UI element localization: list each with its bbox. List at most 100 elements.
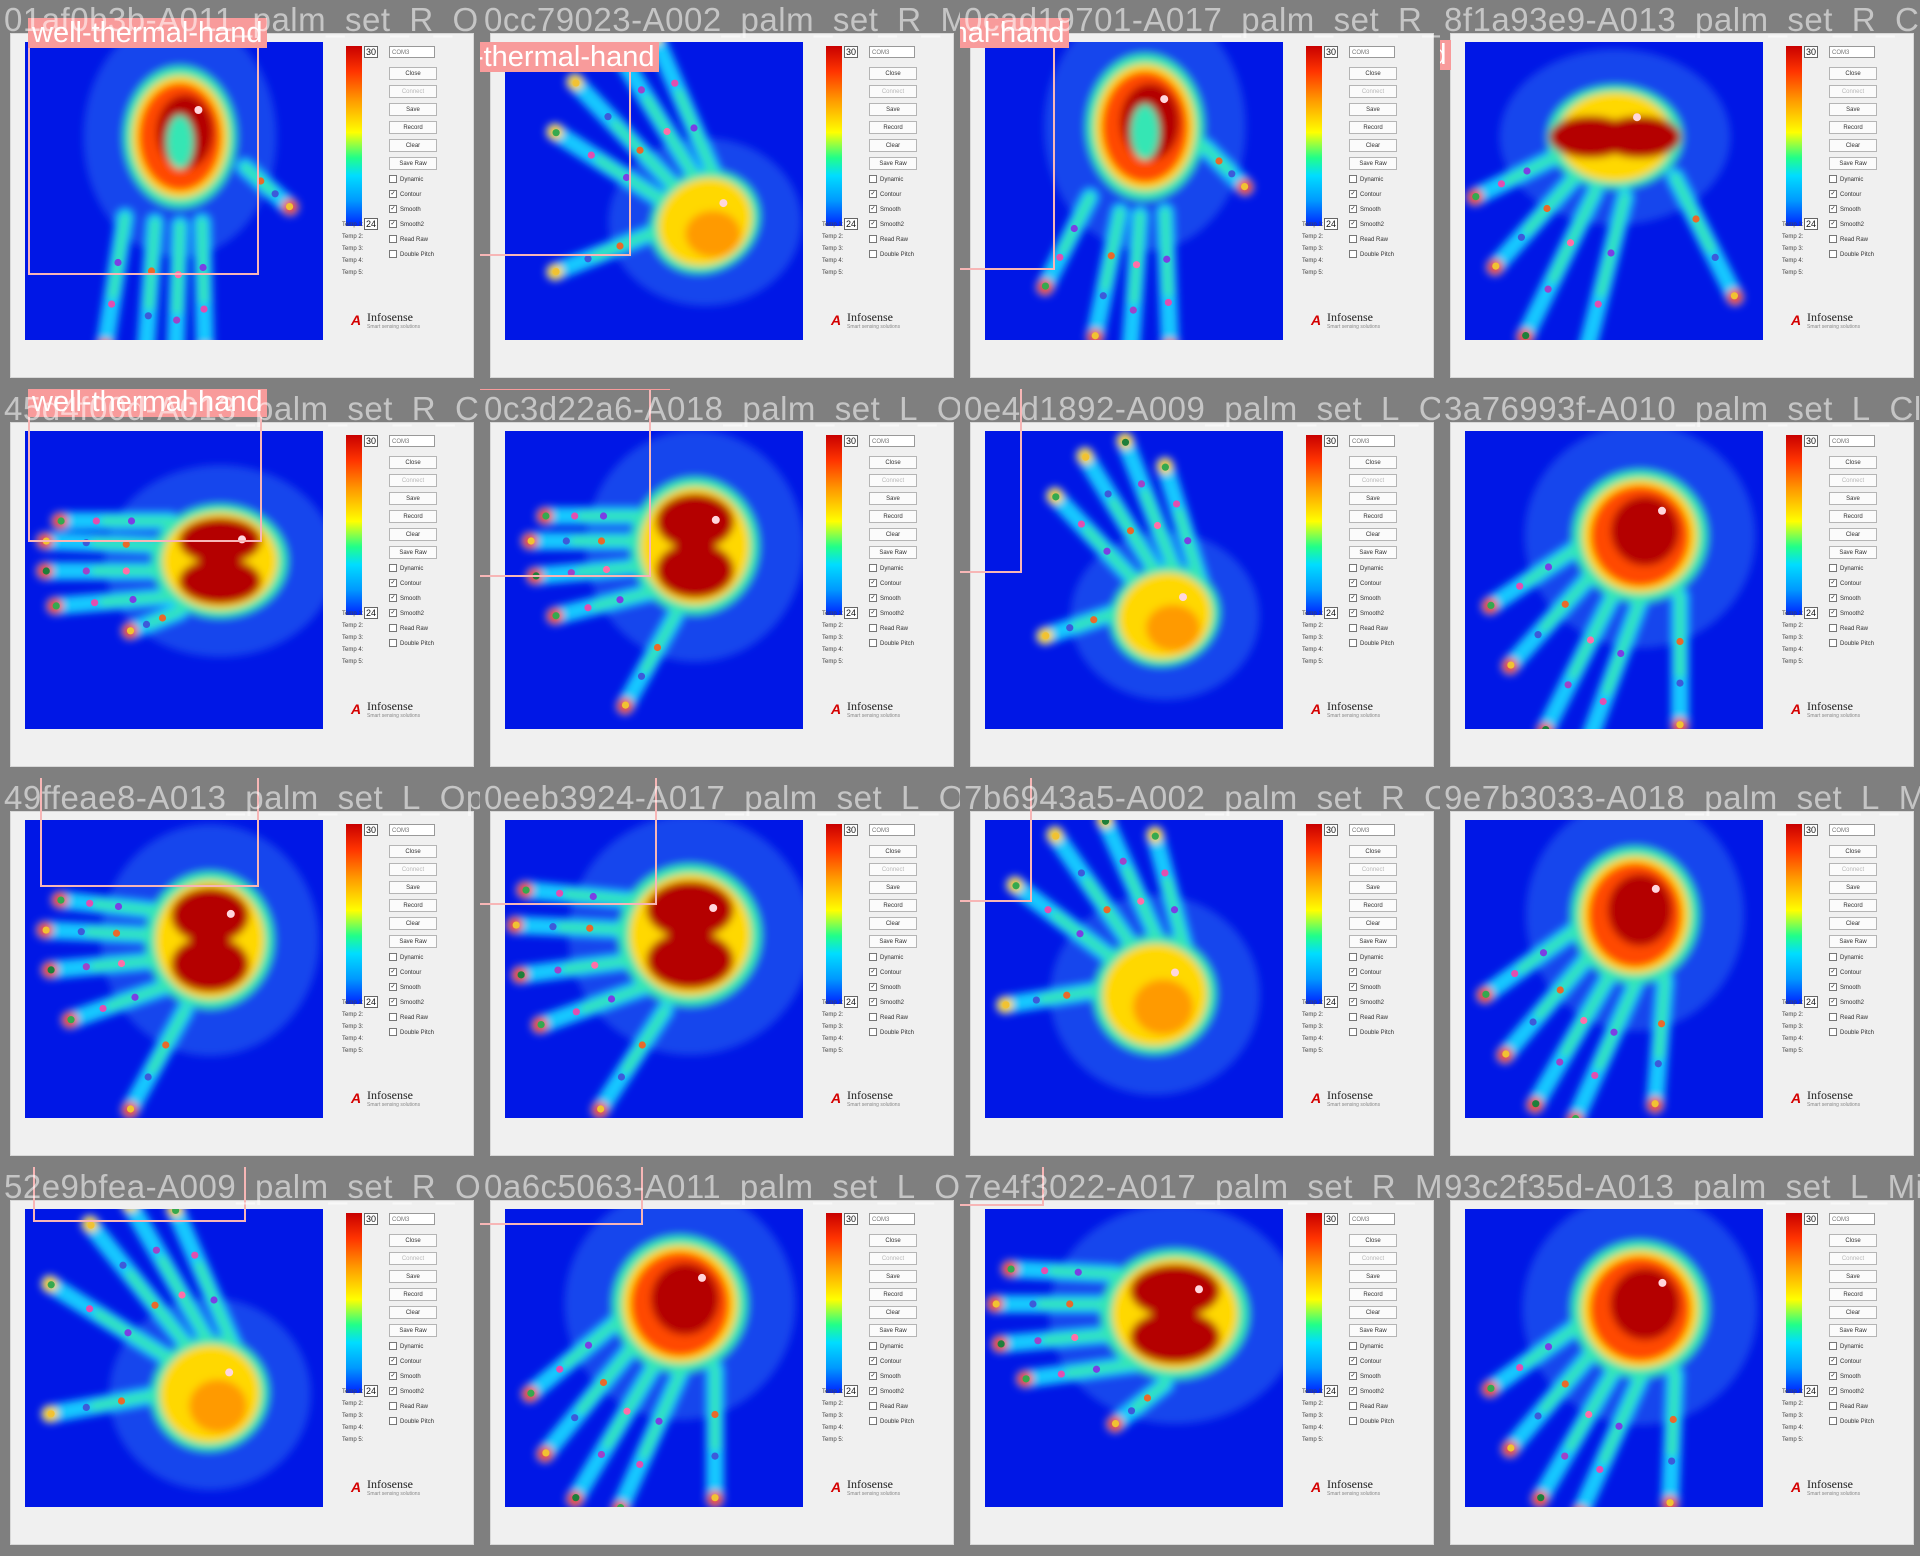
smooth2-option[interactable]: ✓ Smooth2 — [869, 1387, 904, 1397]
clear-button[interactable]: Clear — [1349, 528, 1397, 541]
checkbox-icon[interactable]: ✓ — [1829, 609, 1837, 618]
clear-button[interactable]: Clear — [1349, 917, 1397, 930]
checkbox-icon[interactable] — [1349, 175, 1357, 184]
checkbox-icon[interactable]: ✓ — [1349, 205, 1357, 214]
checkbox-icon[interactable] — [869, 175, 877, 184]
connect-button[interactable]: Connect — [869, 1252, 917, 1265]
connect-button[interactable]: Connect — [389, 863, 437, 876]
connect-button[interactable]: Connect — [1349, 474, 1397, 487]
grid-tile[interactable]: 8f1a93e9-A013_palm_set_R_Closed.jpg 30 2… — [1440, 0, 1920, 389]
scale-max-value[interactable]: 30 — [844, 824, 859, 836]
read-raw-option[interactable]: Read Raw — [1349, 624, 1388, 634]
checkbox-icon[interactable] — [869, 1013, 877, 1022]
scale-max-value[interactable]: 30 — [1804, 46, 1819, 58]
checkbox-icon[interactable]: ✓ — [869, 220, 877, 229]
smooth-option[interactable]: ✓ Smooth — [869, 205, 901, 215]
port-select[interactable]: COM3 — [1829, 1213, 1875, 1225]
smooth2-option[interactable]: ✓ Smooth2 — [1349, 609, 1384, 619]
scale-min-value[interactable]: 24 — [364, 607, 379, 619]
close-button[interactable]: Close — [1349, 1234, 1397, 1247]
grid-tile[interactable]: 9e7b3033-A018_palm_set_L_Mid.jpg 30 24 C… — [1440, 778, 1920, 1167]
close-button[interactable]: Close — [389, 845, 437, 858]
checkbox-icon[interactable]: ✓ — [869, 190, 877, 199]
clear-button[interactable]: Clear — [1349, 139, 1397, 152]
port-select[interactable]: COM3 — [1829, 824, 1875, 836]
checkbox-icon[interactable]: ✓ — [869, 609, 877, 618]
scale-max-value[interactable]: 30 — [1324, 824, 1339, 836]
read-raw-option[interactable]: Read Raw — [869, 235, 908, 245]
scale-max-value[interactable]: 30 — [1324, 435, 1339, 447]
scale-max-value[interactable]: 30 — [844, 46, 859, 58]
save-button[interactable]: Save — [389, 492, 437, 505]
scale-min-value[interactable]: 24 — [844, 607, 859, 619]
save-raw-button[interactable]: Save Raw — [869, 935, 917, 948]
contour-option[interactable]: ✓ Contour — [389, 968, 421, 978]
checkbox-icon[interactable]: ✓ — [1829, 968, 1837, 977]
smooth-option[interactable]: ✓ Smooth — [1349, 1372, 1381, 1382]
contour-option[interactable]: ✓ Contour — [389, 579, 421, 589]
scale-max-value[interactable]: 30 — [364, 46, 379, 58]
double-pitch-option[interactable]: Double Pitch — [1349, 1028, 1394, 1038]
close-button[interactable]: Close — [1829, 845, 1877, 858]
read-raw-option[interactable]: Read Raw — [389, 624, 428, 634]
scale-min-value[interactable]: 24 — [844, 1385, 859, 1397]
scale-min-value[interactable]: 24 — [1804, 607, 1819, 619]
checkbox-icon[interactable] — [1829, 1013, 1837, 1022]
save-button[interactable]: Save — [1829, 492, 1877, 505]
clear-button[interactable]: Clear — [1829, 1306, 1877, 1319]
port-select[interactable]: COM3 — [389, 435, 435, 447]
checkbox-icon[interactable]: ✓ — [1349, 579, 1357, 588]
checkbox-icon[interactable]: ✓ — [389, 983, 397, 992]
smooth-option[interactable]: ✓ Smooth — [389, 1372, 421, 1382]
checkbox-icon[interactable] — [869, 564, 877, 573]
checkbox-icon[interactable] — [389, 639, 397, 648]
checkbox-icon[interactable] — [1829, 1402, 1837, 1411]
smooth2-option[interactable]: ✓ Smooth2 — [1829, 998, 1864, 1008]
checkbox-icon[interactable] — [1349, 639, 1357, 648]
save-raw-button[interactable]: Save Raw — [389, 935, 437, 948]
double-pitch-option[interactable]: Double Pitch — [1349, 1417, 1394, 1427]
checkbox-icon[interactable]: ✓ — [869, 205, 877, 214]
checkbox-icon[interactable] — [389, 624, 397, 633]
grid-tile[interactable]: 0eeb3924-A017_palm_set_L_Open.jpg 30 24 … — [480, 778, 960, 1167]
read-raw-option[interactable]: Read Raw — [389, 1402, 428, 1412]
checkbox-icon[interactable] — [1829, 564, 1837, 573]
dynamic-option[interactable]: Dynamic — [1829, 564, 1863, 574]
checkbox-icon[interactable]: ✓ — [869, 1357, 877, 1366]
scale-min-value[interactable]: 24 — [364, 1385, 379, 1397]
dynamic-option[interactable]: Dynamic — [1829, 1342, 1863, 1352]
read-raw-option[interactable]: Read Raw — [1829, 1013, 1868, 1023]
scale-max-value[interactable]: 30 — [844, 1213, 859, 1225]
smooth-option[interactable]: ✓ Smooth — [1829, 983, 1861, 993]
checkbox-icon[interactable]: ✓ — [869, 594, 877, 603]
smooth-option[interactable]: ✓ Smooth — [869, 594, 901, 604]
read-raw-option[interactable]: Read Raw — [1349, 235, 1388, 245]
checkbox-icon[interactable]: ✓ — [1349, 1387, 1357, 1396]
port-select[interactable]: COM3 — [869, 46, 915, 58]
checkbox-icon[interactable] — [389, 953, 397, 962]
checkbox-icon[interactable] — [389, 175, 397, 184]
save-button[interactable]: Save — [1349, 881, 1397, 894]
connect-button[interactable]: Connect — [1829, 1252, 1877, 1265]
clear-button[interactable]: Clear — [869, 528, 917, 541]
checkbox-icon[interactable] — [869, 624, 877, 633]
smooth-option[interactable]: ✓ Smooth — [1829, 594, 1861, 604]
scale-max-value[interactable]: 30 — [1324, 46, 1339, 58]
scale-min-value[interactable]: 24 — [844, 218, 859, 230]
dynamic-option[interactable]: Dynamic — [1829, 175, 1863, 185]
save-button[interactable]: Save — [869, 103, 917, 116]
read-raw-option[interactable]: Read Raw — [869, 1013, 908, 1023]
dynamic-option[interactable]: Dynamic — [1349, 175, 1383, 185]
connect-button[interactable]: Connect — [1829, 85, 1877, 98]
contour-option[interactable]: ✓ Contour — [869, 579, 901, 589]
save-raw-button[interactable]: Save Raw — [1349, 157, 1397, 170]
record-button[interactable]: Record — [1349, 899, 1397, 912]
checkbox-icon[interactable]: ✓ — [389, 1357, 397, 1366]
smooth-option[interactable]: ✓ Smooth — [1349, 983, 1381, 993]
read-raw-option[interactable]: Read Raw — [1829, 235, 1868, 245]
smooth-option[interactable]: ✓ Smooth — [389, 594, 421, 604]
smooth-option[interactable]: ✓ Smooth — [869, 1372, 901, 1382]
dynamic-option[interactable]: Dynamic — [869, 175, 903, 185]
save-raw-button[interactable]: Save Raw — [869, 1324, 917, 1337]
dynamic-option[interactable]: Dynamic — [869, 564, 903, 574]
